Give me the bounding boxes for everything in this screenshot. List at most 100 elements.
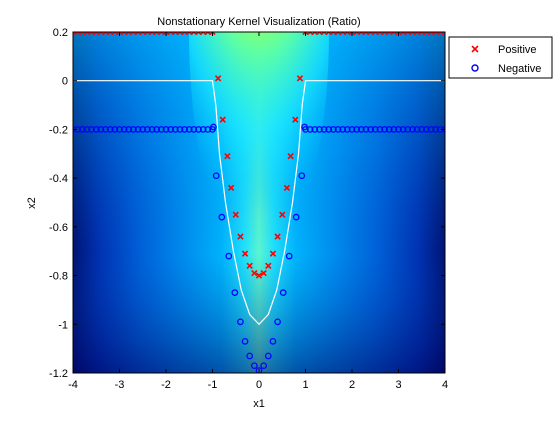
negative-point: [260, 362, 267, 370]
negative-point: [210, 123, 217, 131]
positive-point: [232, 211, 239, 218]
y-tick-label: -0.6: [49, 222, 68, 234]
negative-point: [190, 126, 198, 133]
positive-point: [334, 32, 342, 36]
legend-box: [448, 36, 553, 79]
negative-point: [423, 126, 430, 133]
positive-point: [316, 32, 323, 36]
positive-point: [348, 32, 356, 36]
positive-point: [339, 32, 346, 36]
positive-point: [367, 32, 374, 36]
negative-point: [171, 126, 179, 133]
positive-point: [83, 32, 91, 36]
positive-point: [148, 32, 156, 36]
negative-point: [404, 126, 412, 133]
positive-point: [386, 32, 393, 36]
y-axis-label: x2: [26, 197, 38, 209]
negative-point: [362, 126, 370, 133]
positive-point: [423, 32, 430, 36]
positive-point: [441, 32, 445, 36]
negative-point: [376, 126, 384, 133]
x-tick-label: -4: [68, 379, 78, 391]
negative-point: [301, 123, 308, 131]
negative-point: [130, 126, 137, 133]
legend-marker-negative: [471, 64, 479, 72]
negative-point: [162, 126, 170, 133]
positive-point: [176, 32, 184, 36]
y-tick-label: -0.8: [49, 271, 68, 283]
x-tick-label: -1: [208, 379, 218, 391]
negative-point: [218, 213, 226, 221]
negative-point: [144, 126, 151, 133]
positive-point: [153, 32, 160, 36]
positive-point: [437, 32, 444, 36]
positive-point: [283, 184, 291, 192]
negative-point: [381, 126, 388, 133]
negative-point: [292, 213, 300, 221]
positive-point: [162, 32, 170, 36]
negative-point: [413, 126, 421, 133]
positive-point: [325, 32, 332, 36]
positive-point: [144, 32, 151, 36]
positive-point: [88, 32, 95, 36]
positive-point: [111, 32, 119, 36]
negative-point: [176, 126, 184, 133]
negative-point: [285, 252, 293, 260]
positive-point: [320, 32, 328, 36]
decision-boundary-line: [73, 80, 445, 326]
positive-point: [139, 32, 146, 36]
negative-point: [311, 126, 319, 133]
negative-point: [348, 126, 356, 133]
negative-point: [134, 126, 142, 133]
positive-point: [404, 32, 411, 36]
positive-point: [167, 32, 174, 36]
positive-point: [353, 32, 360, 36]
positive-point: [251, 269, 258, 277]
negative-point: [125, 126, 133, 133]
positive-point: [302, 32, 309, 36]
y-tick-label: 0: [62, 76, 68, 88]
positive-point: [93, 32, 100, 36]
positive-point: [372, 32, 379, 36]
negative-point: [316, 126, 323, 133]
legend: Positive Negative: [448, 36, 553, 79]
positive-point: [116, 32, 123, 36]
positive-point: [427, 32, 435, 36]
positive-point: [134, 32, 142, 36]
positive-point: [246, 262, 253, 269]
negative-point: [158, 126, 165, 133]
axis-ticks: -4 -3 -2 -1 0 1 2 3 4 0.2 0 -0.2 -0.4 -0.6 -0.8 -1 -1.2: [49, 27, 448, 391]
positive-point: [390, 32, 398, 36]
legend-label-positive: Positive: [498, 44, 537, 56]
negative-point: [139, 126, 147, 133]
positive-point: [418, 32, 425, 36]
negative-point: [153, 126, 161, 133]
positive-point: [237, 233, 244, 240]
positive-point: [265, 262, 272, 269]
y-tick-label: -1: [58, 319, 68, 331]
legend-marker-positive: [471, 45, 479, 53]
positive-point: [74, 32, 81, 36]
y-tick-label: -1.2: [49, 368, 68, 380]
positive-point: [224, 153, 231, 160]
negative-point: [367, 126, 374, 133]
negative-point: [325, 126, 333, 133]
negative-point: [92, 126, 100, 133]
negative-point: [231, 289, 239, 296]
negative-point: [353, 126, 360, 133]
negative-point: [339, 126, 347, 133]
negative-point: [106, 126, 114, 133]
positive-point: [204, 32, 212, 36]
positive-point: [269, 250, 277, 257]
positive-point: [376, 32, 384, 36]
negative-point: [246, 352, 254, 360]
negative-point: [357, 126, 365, 133]
negative-point: [399, 126, 407, 133]
positive-point: [255, 272, 263, 279]
negative-point: [195, 126, 202, 133]
negative-point: [225, 252, 233, 260]
y-tick-label: -0.4: [49, 173, 68, 185]
positive-point: [399, 32, 407, 36]
negative-point: [120, 126, 128, 133]
y-tick-label: -0.2: [49, 124, 68, 136]
